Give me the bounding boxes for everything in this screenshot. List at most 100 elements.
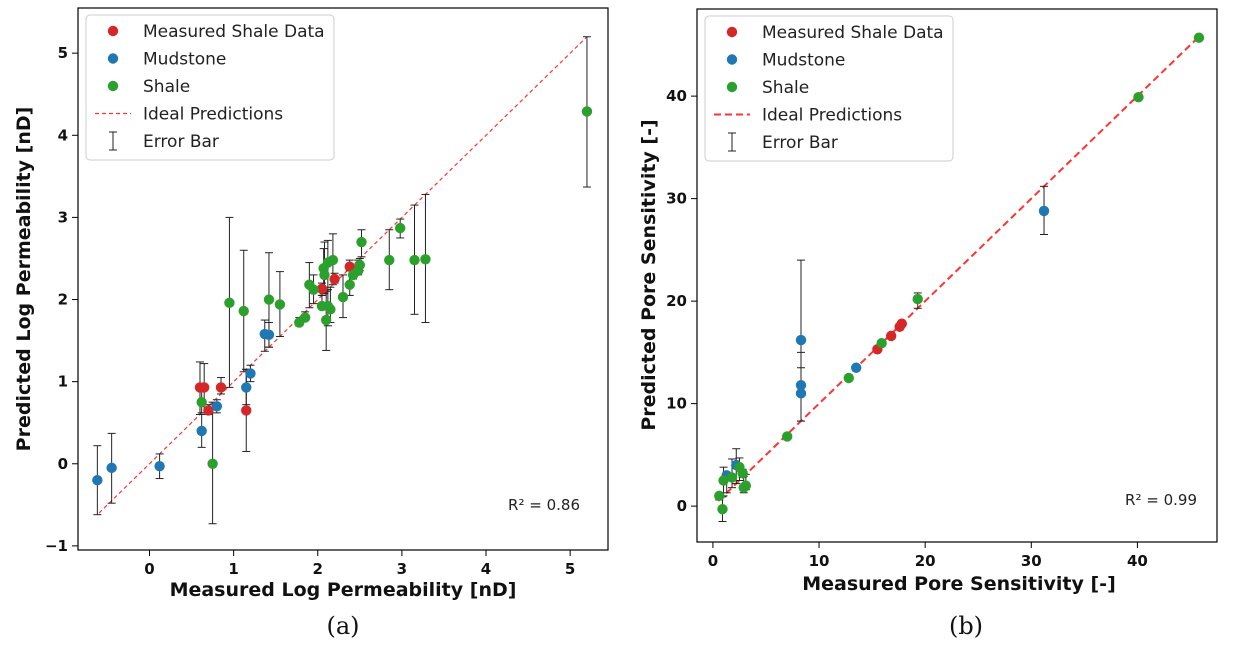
shalepoint <box>717 504 728 515</box>
legend-label: Measured Shale Data <box>143 22 325 42</box>
legend-label: Shale <box>762 78 809 98</box>
legend-label: Ideal Predictions <box>143 105 283 125</box>
mudstonepoint <box>92 474 103 486</box>
shalepoint <box>718 475 729 486</box>
legend-marker-mudstone <box>726 54 738 65</box>
panel-a-r2-annotation: R² = 0.86 <box>508 496 580 514</box>
measured-shale-datapoint <box>215 382 227 393</box>
panel-a-ylabel: Predicted Log Permeability [nD] <box>13 107 35 452</box>
shalepoint <box>224 297 235 309</box>
x-tick-label: 0 <box>708 552 718 570</box>
y-tick-label: −1 <box>45 537 68 555</box>
x-tick-label: 5 <box>565 560 575 578</box>
y-tick-label: 3 <box>58 208 68 226</box>
legend-frame <box>704 15 954 162</box>
panel-a-caption: (a) <box>326 612 359 640</box>
shalepoint <box>726 472 738 483</box>
panel-b-r2-annotation: R² = 0.99 <box>1125 491 1197 509</box>
measured-shale-datapoint <box>241 405 252 416</box>
x-tick-label: 40 <box>1127 552 1148 570</box>
shalepoint <box>354 259 366 271</box>
x-tick-label: 3 <box>397 560 407 578</box>
panel-b-legend: Measured Shale Data Mudstone Shale Ideal Pr… <box>704 15 954 162</box>
legend-label: Error Bar <box>143 132 219 152</box>
legend-label: Mudstone <box>762 51 845 71</box>
mudstonepoint <box>245 368 256 379</box>
measured-shale-datapoint <box>198 382 210 393</box>
mudstonepoint <box>106 462 117 474</box>
shalepoint <box>320 314 332 326</box>
measured-shale-datapoint <box>886 330 897 342</box>
measured-shale-datapoint <box>203 405 214 416</box>
shalepoint <box>356 236 367 248</box>
shalepoint <box>299 312 311 323</box>
shalepoint <box>395 222 406 234</box>
y-tick-label: 10 <box>666 395 687 413</box>
mudstonepoint <box>1038 205 1050 217</box>
legend-frame <box>85 14 335 161</box>
measured-shale-datapoint <box>896 318 908 329</box>
measured-shale-datapoint <box>344 261 355 272</box>
x-tick-label: 1 <box>228 560 238 578</box>
shalepoint <box>327 254 339 266</box>
shalepoint <box>325 304 336 315</box>
panel-a-xlabel: Measured Log Permeability [nD] <box>170 579 517 601</box>
legend-marker-error-bar <box>109 131 117 151</box>
panel-b-plot-frame <box>696 8 1218 543</box>
measured-shale-datapoint <box>329 273 340 285</box>
y-tick-label: 2 <box>58 291 68 309</box>
y-tick-label: 0 <box>58 455 68 473</box>
legend-label: Ideal Predictions <box>762 106 902 126</box>
shalepoint <box>238 305 249 317</box>
panel-a-plot-frame <box>77 7 609 551</box>
shalepoint <box>876 337 887 349</box>
mudstonepoint <box>263 329 275 341</box>
shalepoint <box>319 269 330 281</box>
panel-b-caption: (b) <box>949 612 983 640</box>
legend-marker-measured <box>107 25 119 37</box>
y-tick-label: 30 <box>666 190 687 208</box>
legend-marker-measured <box>726 26 738 38</box>
shalepoint <box>344 279 355 290</box>
measured-shale-datapoint <box>316 283 328 295</box>
mudstonepoint <box>241 382 252 393</box>
y-tick-label: 20 <box>666 292 687 310</box>
panel-b-xlabel: Measured Pore Sensitivity [-] <box>802 573 1116 595</box>
shalepoint <box>337 291 349 303</box>
shalepoint <box>740 480 752 491</box>
panel-b-chart: 0 10 20 30 40 0 10 20 30 40 R² = 0.99 Measured Po… <box>638 8 1218 640</box>
mudstonepoint <box>196 425 207 437</box>
legend-marker-shale <box>107 80 119 92</box>
mudstonepoint <box>850 362 862 373</box>
x-tick-label: 2 <box>313 560 323 578</box>
shalepoint <box>714 490 725 502</box>
legend-marker-mudstone <box>107 53 119 64</box>
y-tick-label: 4 <box>58 126 68 144</box>
y-tick-label: 5 <box>58 44 68 62</box>
shalepoint <box>581 106 593 117</box>
y-tick-label: 0 <box>677 497 687 515</box>
shalepoint <box>196 396 207 408</box>
shalepoint <box>420 254 431 265</box>
x-tick-label: 10 <box>809 552 830 570</box>
shalepoint <box>409 254 420 266</box>
shalepoint <box>207 458 218 469</box>
shalepoint <box>782 431 793 442</box>
ideal-prediction-line <box>98 36 588 514</box>
y-tick-label: 1 <box>58 373 68 391</box>
mudstonepoint <box>795 334 807 346</box>
legend-label: Error Bar <box>762 133 838 153</box>
x-tick-label: 20 <box>915 552 936 570</box>
x-tick-label: 4 <box>481 560 491 578</box>
shalepoint <box>843 372 854 384</box>
mudstonepoint <box>795 388 807 399</box>
shalepoint <box>737 468 748 479</box>
legend-label: Measured Shale Data <box>762 23 944 43</box>
panel-b-ylabel: Predicted Pore Sensitivity [-] <box>638 119 660 430</box>
shalepoint <box>384 254 395 266</box>
ideal-prediction-line <box>717 35 1200 502</box>
mudstonepoint <box>211 401 223 412</box>
x-tick-label: 30 <box>1021 552 1042 570</box>
legend-marker-shale <box>726 81 738 93</box>
